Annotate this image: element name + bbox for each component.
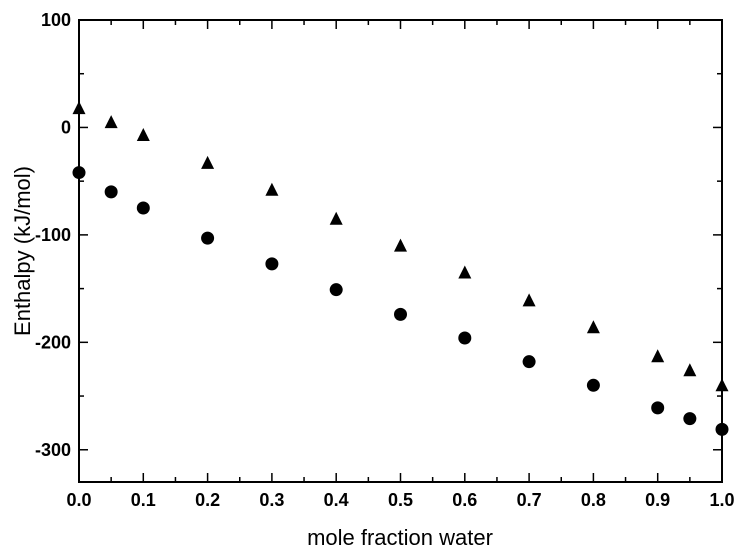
- circle-point: [201, 231, 215, 245]
- y-tick-label: -200: [35, 332, 71, 352]
- axis-ticks: [78, 19, 723, 482]
- triangle-point: [104, 115, 118, 129]
- circle-point: [265, 257, 279, 271]
- triangle-point: [265, 182, 279, 196]
- circle-point: [683, 412, 697, 426]
- x-tick-label: 0.2: [195, 490, 220, 510]
- x-tick-label: 0.0: [66, 490, 91, 510]
- triangle-point: [458, 265, 472, 279]
- y-tick-label: -300: [35, 440, 71, 460]
- x-tick-label: 0.8: [581, 490, 606, 510]
- y-axis-label: Enthalpy (kJ/mol): [10, 166, 35, 336]
- y-tick-label: 100: [41, 10, 71, 30]
- triangle-point: [72, 101, 86, 115]
- x-tick-label: 0.5: [388, 490, 413, 510]
- circle-point: [329, 283, 343, 297]
- triangle-point: [715, 378, 729, 392]
- y-tick-label: -100: [35, 225, 71, 245]
- circle-point: [715, 422, 729, 436]
- x-axis-label: mole fraction water: [307, 525, 493, 550]
- triangle-point: [586, 320, 600, 334]
- x-tick-label: 0.7: [517, 490, 542, 510]
- circle-point: [72, 166, 86, 180]
- x-tick-label: 0.3: [259, 490, 284, 510]
- x-tick-label: 0.6: [452, 490, 477, 510]
- x-tick-label: 0.4: [324, 490, 349, 510]
- x-tick-label: 1.0: [709, 490, 734, 510]
- circle-point: [458, 331, 472, 345]
- circle-point: [586, 378, 600, 392]
- triangle-point: [683, 363, 697, 377]
- triangle-point: [522, 293, 536, 307]
- circle-point: [522, 355, 536, 369]
- triangle-point: [201, 155, 215, 169]
- x-tick-label: 0.9: [645, 490, 670, 510]
- triangle-point: [394, 238, 407, 252]
- circle-point: [136, 201, 150, 215]
- circle-point: [104, 185, 118, 199]
- data-points: [72, 101, 729, 436]
- x-tick-labels: 0.0 0.1 0.2 0.3 0.4 0.5 0.6 0.7 0.8 0.9 1.0: [66, 490, 734, 510]
- triangle-point: [329, 211, 343, 225]
- triangle-point: [651, 349, 665, 363]
- triangle-point: [136, 127, 150, 141]
- circle-point: [394, 307, 407, 321]
- circle-point: [651, 401, 665, 415]
- x-tick-label: 0.1: [131, 490, 156, 510]
- y-tick-labels: 100 0 -100 -200 -300: [35, 10, 71, 460]
- y-tick-label: 0: [61, 117, 71, 137]
